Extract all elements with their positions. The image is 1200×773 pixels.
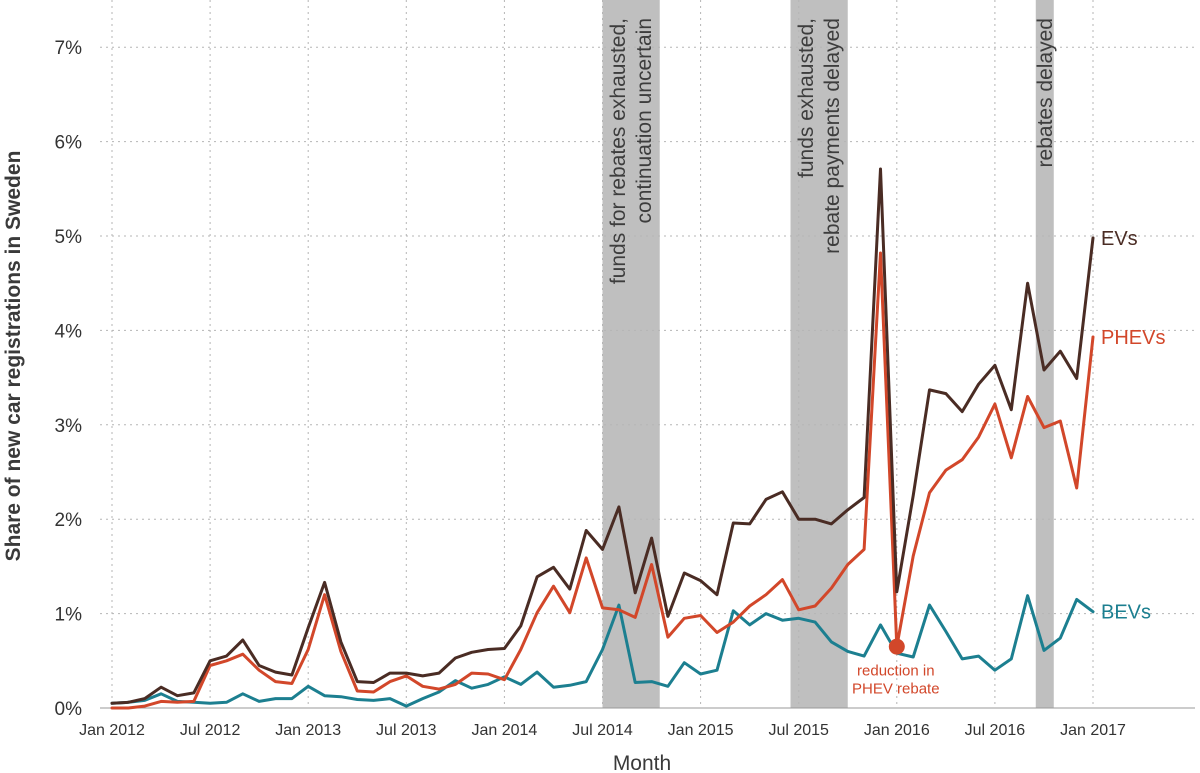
period-label-0-line-1: continuation uncertain [633,18,656,223]
x-tick-label-7: Jul 2015 [768,722,829,739]
annotation-text-line-0: reduction in [857,663,935,680]
shaded-period-2 [1035,0,1054,708]
period-label-1-line-1: rebate payments delayed [821,18,844,254]
period-label-1-line-0: funds exhausted, [795,18,818,178]
x-tick-label-6: Jan 2015 [668,722,734,739]
series-line-phevs [110,251,1095,710]
x-tick-label-0: Jan 2012 [79,722,145,739]
series-lines [110,167,1095,710]
series-label-bevs: BEVs [1101,602,1151,624]
shaded-period-0 [602,0,660,708]
x-tick-label-3: Jul 2013 [376,722,437,739]
y-tick-label-4: 4% [55,321,83,342]
series-line-bevs [110,594,1095,708]
x-tick-labels: Jan 2012 Jul 2012 Jan 2013 Jul 2013 Jan 2014… [79,722,1126,739]
y-tick-label-5: 5% [55,227,83,248]
x-axis-title: Month [613,752,671,773]
gridlines [100,0,1195,709]
y-axis-title: Share of new car registrations in Sweden [2,151,25,562]
x-tick-label-8: Jan 2016 [864,722,930,739]
x-tick-label-4: Jan 2014 [471,722,537,739]
y-tick-label-6: 6% [55,133,83,154]
series-line-evs [110,167,1095,705]
y-tick-labels: 0% 1% 2% 3% 4% 5% 6% 7% [55,38,83,720]
x-tick-label-9: Jul 2016 [965,722,1026,739]
period-label-2-line-0: rebates delayed [1034,18,1057,167]
shaded-periods [602,0,1054,708]
y-tick-label-0: 0% [55,699,83,720]
x-tick-label-10: Jan 2017 [1060,722,1126,739]
y-tick-label-1: 1% [55,605,83,626]
y-tick-label-2: 2% [55,510,83,531]
period-label-0-line-0: funds for rebates exhausted, [607,18,630,284]
y-tick-label-7: 7% [55,38,83,59]
x-tick-label-1: Jul 2012 [180,722,241,739]
annotation-text-line-1: PHEV rebate [852,681,940,698]
series-labels: EVs PHEVs BEVs [1101,228,1165,624]
shaded-period-1 [790,0,848,708]
series-label-phevs: PHEVs [1101,327,1165,349]
x-tick-label-2: Jan 2013 [275,722,341,739]
y-tick-label-3: 3% [55,416,83,437]
annotation-marker [888,638,905,655]
series-label-evs: EVs [1101,228,1138,250]
x-tick-label-5: Jul 2014 [572,722,633,739]
period-labels: funds for rebates exhausted, continuation… [607,18,1057,284]
